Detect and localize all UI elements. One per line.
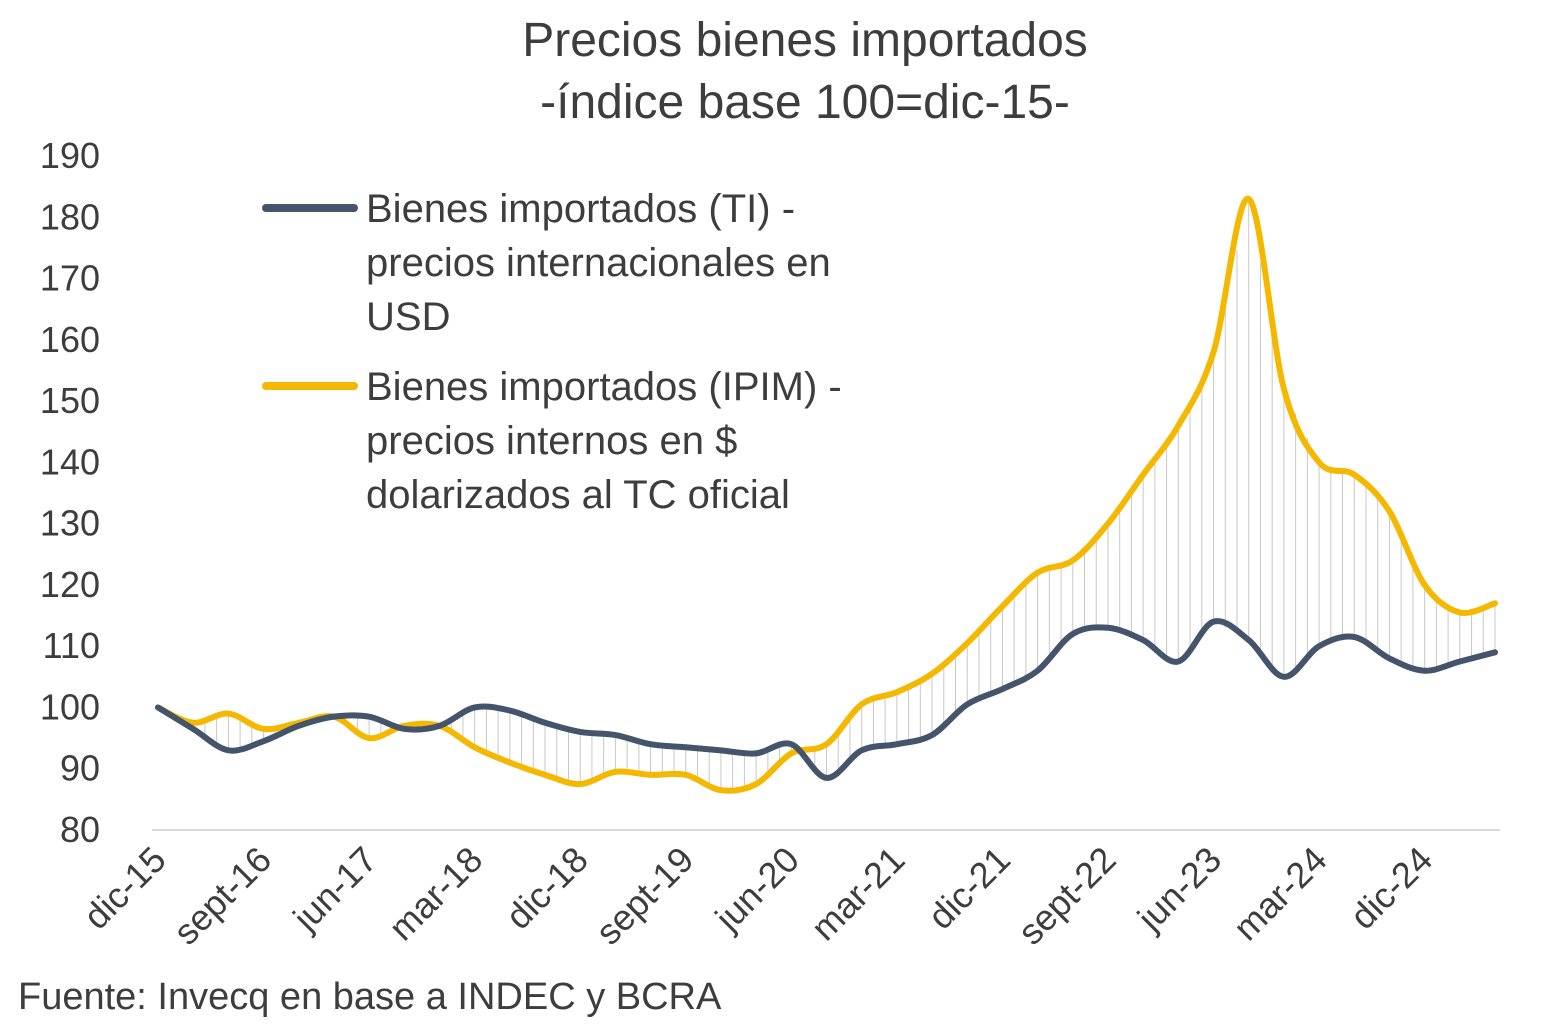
legend-swatch-ipim [262,382,358,390]
x-tick-label: sept-16 [165,839,279,953]
y-tick-label: 100 [40,686,100,727]
x-tick-label: mar-18 [381,839,491,949]
y-tick-label: 90 [60,748,100,789]
legend-swatch-ti [262,204,358,212]
y-tick-label: 170 [40,258,100,299]
y-tick-label: 80 [60,809,100,850]
series-ti-line [155,618,1498,781]
x-tick-label: dic-15 [75,839,173,937]
legend-label-ti: Bienes importados (TI) - precios interna… [366,187,831,339]
series-ipim-line [155,195,1498,794]
x-tick-label: dic-21 [920,839,1018,937]
y-tick-label: 190 [40,135,100,176]
y-tick-label: 150 [40,380,100,421]
y-tick-label: 110 [43,625,100,666]
y-axis-ticks: 80 90 100 110 120 130 140 150 160 170 180 190 [40,135,100,850]
x-tick-label: dic-18 [498,839,596,937]
x-tick-label: sept-22 [1010,839,1124,953]
x-tick-label: mar-21 [803,839,913,949]
x-tick-label: sept-19 [588,839,702,953]
legend-label-ipim: Bienes importados (IPIM) - precios inter… [366,365,842,517]
source-note: Fuente: Invecq en base a INDEC y BCRA [18,976,722,1018]
y-tick-label: 130 [40,503,100,544]
y-tick-label: 120 [40,564,100,605]
x-tick-label: jun-23 [1129,839,1229,939]
y-tick-label: 180 [40,196,100,237]
x-tick-label: jun-20 [707,839,807,939]
x-tick-label: dic-24 [1342,839,1440,937]
chart-subtitle: -índice base 100=dic-15- [540,76,1070,129]
x-tick-label: jun-17 [284,839,384,939]
y-tick-label: 140 [40,441,100,482]
chart-title: Precios bienes importados [522,14,1088,67]
x-tick-label: mar-24 [1225,839,1335,949]
y-tick-label: 160 [40,319,100,360]
